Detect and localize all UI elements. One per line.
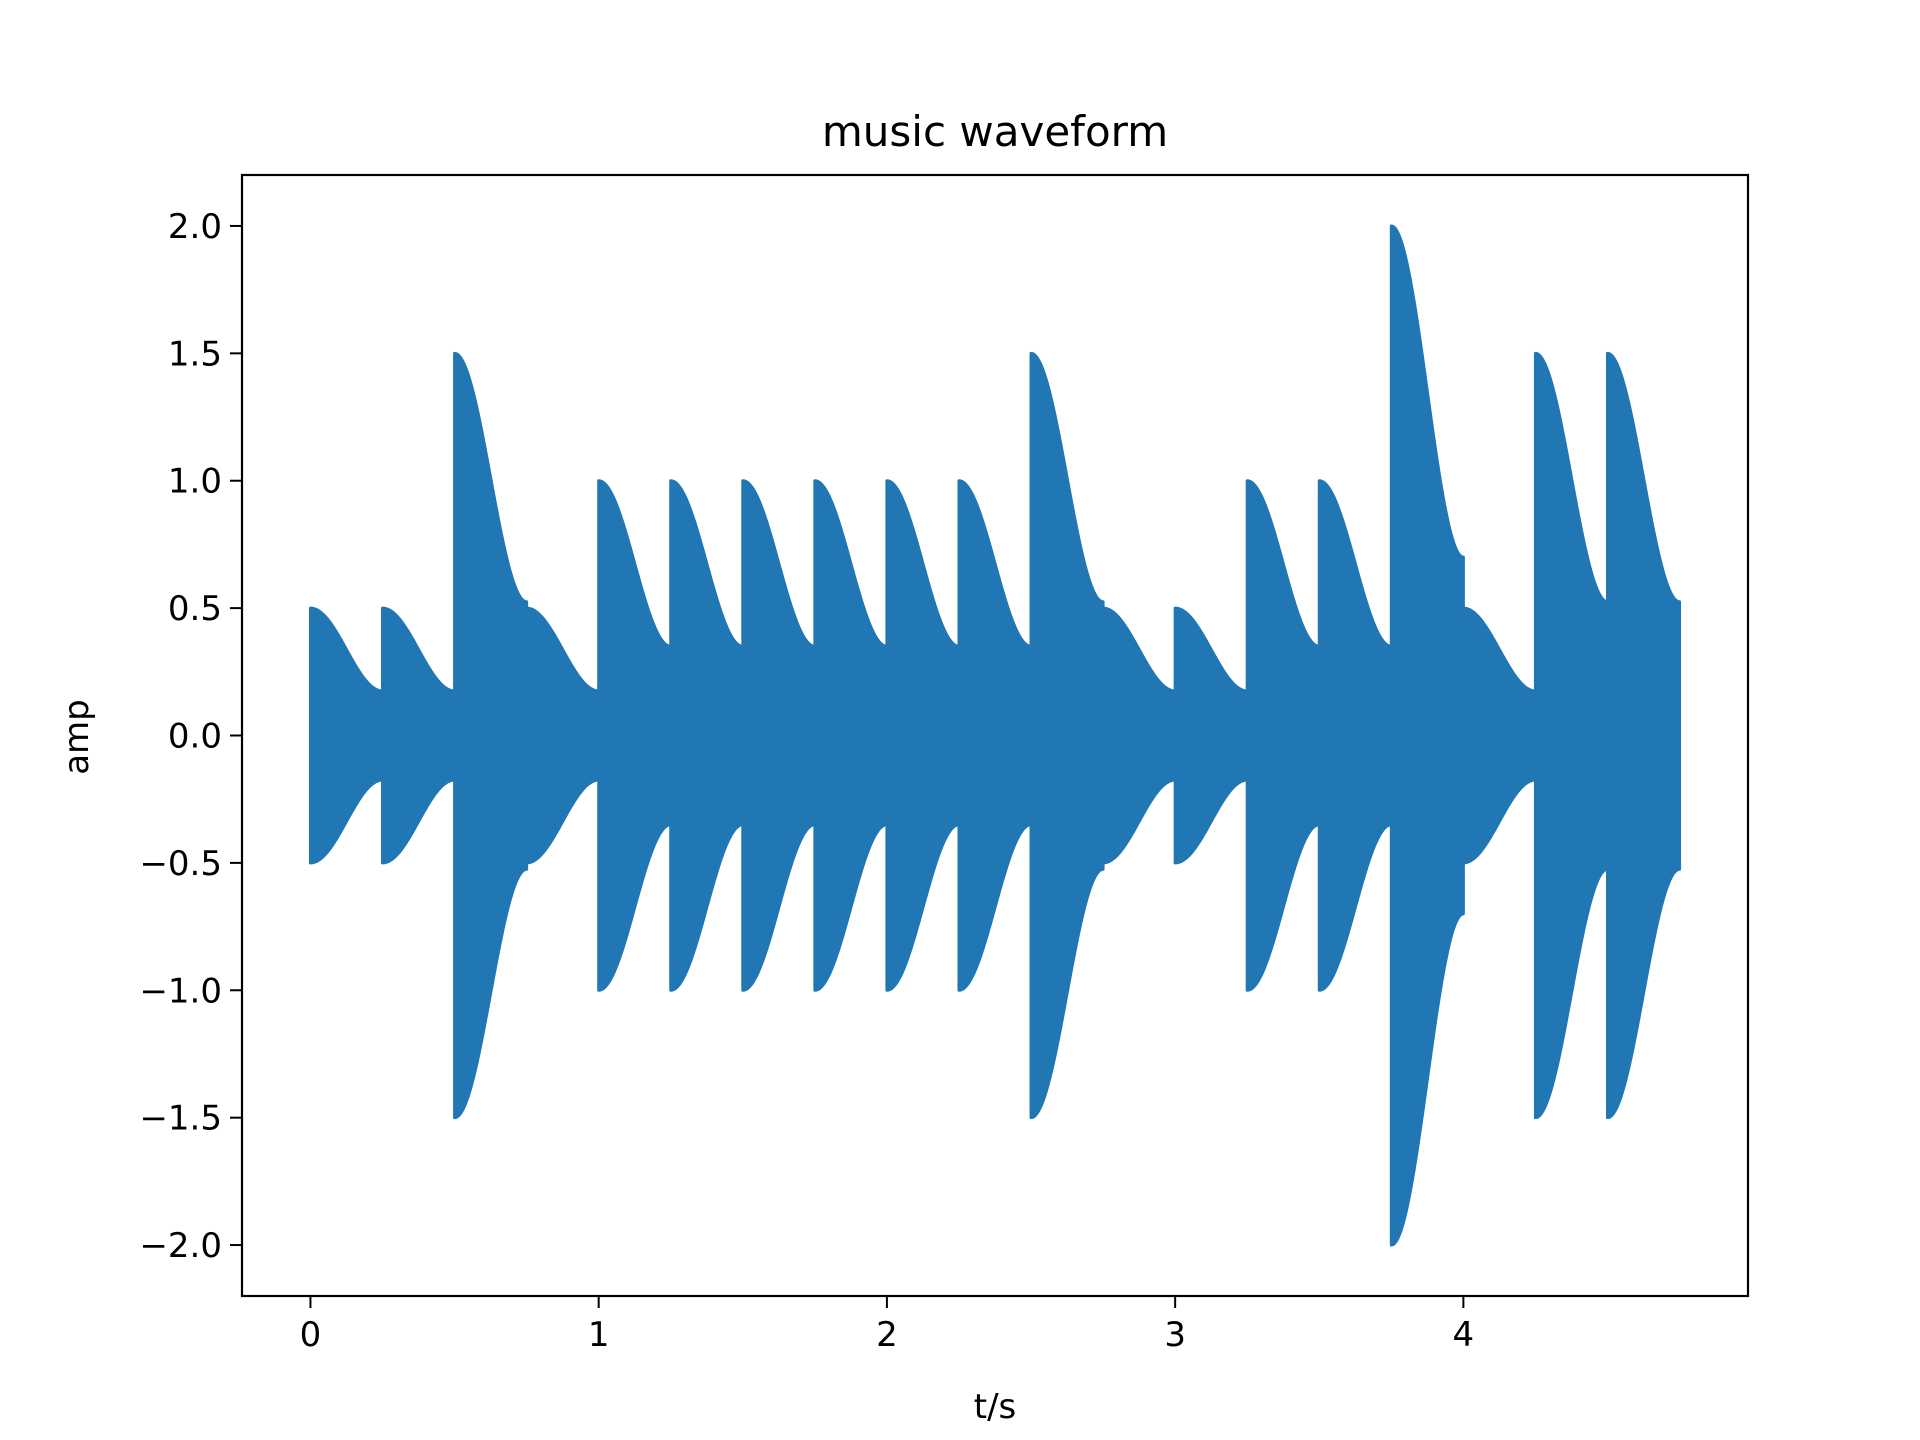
x-tick-label: 1	[588, 1315, 610, 1355]
y-tick-label: −1.5	[139, 1099, 222, 1139]
note-segment-18	[1605, 351, 1682, 1120]
y-tick-label: 1.0	[168, 462, 222, 502]
x-tick-label: 4	[1453, 1315, 1475, 1355]
y-axis: −2.0 −1.5 −1.0 −0.5 0.0 0.5 1.0 1.5 2.0	[139, 207, 242, 1266]
note-segment-2	[453, 351, 529, 1120]
x-axis-label: t/s	[974, 1387, 1017, 1427]
y-axis-label: amp	[57, 699, 97, 775]
x-tick-label: 3	[1164, 1315, 1186, 1355]
waveform-series	[308, 224, 1682, 1247]
y-tick-label: 0.5	[168, 589, 222, 629]
x-tick-label: 2	[876, 1315, 898, 1355]
y-tick-label: −2.0	[139, 1226, 222, 1266]
y-tick-label: 0.0	[168, 717, 222, 757]
chart-title: music waveform	[822, 107, 1168, 156]
note-segment-10	[1029, 351, 1105, 1120]
y-tick-label: −1.0	[139, 971, 222, 1011]
y-tick-label: 2.0	[168, 207, 222, 247]
y-tick-label: −0.5	[139, 844, 222, 884]
x-axis: 0 1 2 3 4	[300, 1296, 1475, 1355]
x-tick-label: 0	[300, 1315, 322, 1355]
y-tick-label: 1.5	[168, 334, 222, 374]
note-segment-15	[1389, 224, 1465, 1247]
